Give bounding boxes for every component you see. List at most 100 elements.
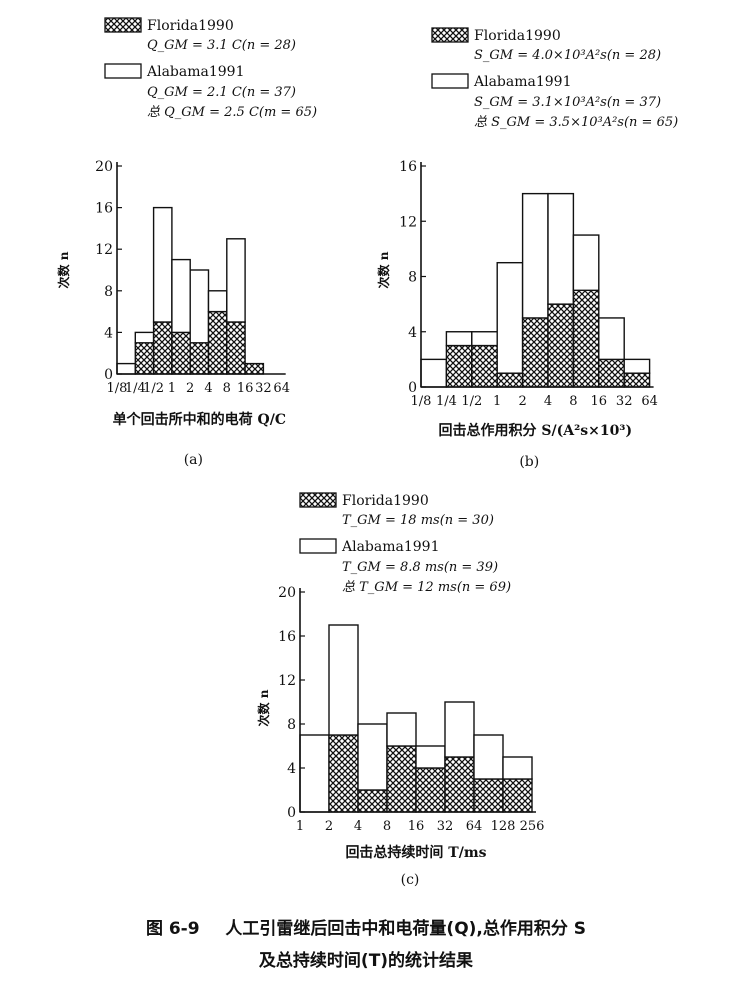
x-tick-label: 8 bbox=[383, 819, 391, 834]
bar-alabama bbox=[572, 234, 600, 292]
bar-alabama bbox=[415, 745, 446, 769]
legend-stat-total: 总 S_GM = 3.5×10³A²s(n = 65) bbox=[474, 115, 678, 130]
x-tick-label: 1/4 bbox=[436, 394, 457, 409]
y-tick-label: 4 bbox=[408, 325, 417, 341]
x-tick-label: 128 bbox=[491, 819, 516, 834]
bar-florida bbox=[415, 767, 446, 813]
legend-swatch-open bbox=[299, 538, 337, 554]
bar-florida bbox=[473, 778, 504, 813]
bar-alabama bbox=[471, 331, 498, 347]
legend-stat-total: 总 Q_GM = 2.5 C(m = 65) bbox=[147, 105, 317, 120]
bar-alabama bbox=[420, 358, 448, 388]
bars bbox=[116, 206, 265, 375]
legend-stat-florida: T_GM = 18 ms(n = 30) bbox=[342, 513, 494, 528]
x-tick-label: 2 bbox=[325, 819, 333, 834]
chart-panel-2: Florida1990 S_GM = 4.0×10³A²s(n = 28) Alab… bbox=[376, 27, 678, 470]
y-tick-label: 0 bbox=[104, 367, 113, 383]
y-tick-label: 16 bbox=[399, 159, 417, 175]
bar-alabama bbox=[502, 756, 533, 780]
chart-panel-3: Florida1990 T_GM = 18 ms(n = 30) Alabama19… bbox=[256, 492, 545, 888]
panel-label: (c) bbox=[401, 872, 420, 888]
bar-alabama bbox=[521, 192, 549, 319]
bar-florida bbox=[444, 756, 475, 813]
legend-label-florida: Florida1990 bbox=[474, 28, 561, 44]
bar-alabama bbox=[328, 624, 359, 736]
x-tick-label: 16 bbox=[237, 381, 254, 396]
bar-florida bbox=[171, 331, 191, 375]
x-tick-label: 1 bbox=[493, 394, 501, 409]
bar-alabama bbox=[598, 317, 625, 361]
x-tick-label: 1/2 bbox=[143, 381, 164, 396]
x-tick-label: 32 bbox=[616, 394, 633, 409]
y-axis-label: 次数 n bbox=[56, 251, 71, 288]
bar-alabama bbox=[547, 192, 575, 305]
figure-caption-line2: 及总持续时间(T)的统计结果 bbox=[258, 951, 474, 971]
legend: Florida1990 T_GM = 18 ms(n = 30) Alabama19… bbox=[299, 492, 511, 595]
x-tick-label: 256 bbox=[520, 819, 545, 834]
bar-florida bbox=[496, 372, 524, 388]
x-tick-label: 1/4 bbox=[125, 381, 146, 396]
bar-florida bbox=[547, 303, 575, 388]
chart-panel-1: Florida1990 Q_GM = 3.1 C(n = 28) Alabama19… bbox=[56, 17, 317, 468]
bar-alabama bbox=[496, 261, 524, 374]
legend-swatch-hatched bbox=[431, 27, 469, 43]
bar-alabama bbox=[226, 238, 246, 323]
bar-florida bbox=[445, 344, 473, 388]
x-tick-label: 16 bbox=[408, 819, 425, 834]
legend-swatch-open bbox=[431, 73, 469, 89]
bar-alabama bbox=[299, 734, 330, 813]
legend-swatch-hatched bbox=[299, 492, 337, 508]
bar-florida bbox=[357, 789, 388, 813]
x-tick-label: 64 bbox=[273, 381, 290, 396]
x-tick-label: 32 bbox=[255, 381, 272, 396]
bar-florida bbox=[134, 342, 155, 375]
figure-number: 图 6-9 bbox=[145, 919, 200, 939]
bar-alabama bbox=[134, 331, 155, 344]
bar-alabama bbox=[189, 269, 210, 344]
bar-florida bbox=[471, 344, 498, 388]
x-tick-label: 32 bbox=[437, 819, 454, 834]
legend-stat-florida: Q_GM = 3.1 C(n = 28) bbox=[147, 38, 296, 53]
bar-alabama bbox=[623, 358, 651, 374]
bar-alabama bbox=[171, 258, 191, 334]
x-tick-label: 1 bbox=[296, 819, 304, 834]
y-axis-label: 次数 n bbox=[376, 251, 391, 288]
bar-florida bbox=[328, 734, 359, 813]
x-tick-label: 64 bbox=[466, 819, 483, 834]
x-tick-label: 64 bbox=[641, 394, 658, 409]
y-tick-label: 0 bbox=[287, 805, 296, 821]
bar-florida bbox=[623, 372, 651, 388]
bar-alabama bbox=[473, 734, 504, 780]
y-tick-label: 12 bbox=[399, 214, 417, 230]
panel-label: (a) bbox=[184, 452, 203, 468]
x-tick-label: 4 bbox=[544, 394, 552, 409]
legend-stat-alabama: Q_GM = 2.1 C(n = 37) bbox=[147, 85, 296, 100]
bar-florida bbox=[189, 342, 210, 375]
legend-stat-alabama: T_GM = 8.8 ms(n = 39) bbox=[342, 560, 498, 575]
legend-swatch-hatched bbox=[104, 17, 142, 33]
legend-label-florida: Florida1990 bbox=[147, 18, 234, 34]
legend-stat-florida: S_GM = 4.0×10³A²s(n = 28) bbox=[474, 48, 661, 63]
y-tick-label: 16 bbox=[95, 201, 113, 217]
legend-stat-alabama: S_GM = 3.1×10³A²s(n = 37) bbox=[474, 95, 661, 110]
caption-text-1: 人工引雷继后回击中和电荷量(Q),总作用积分 S bbox=[225, 919, 587, 939]
bar-alabama bbox=[357, 723, 388, 791]
bar-alabama bbox=[207, 290, 228, 313]
bar-alabama bbox=[444, 701, 475, 758]
y-tick-label: 8 bbox=[408, 270, 417, 286]
x-tick-label: 16 bbox=[591, 394, 608, 409]
x-tick-label: 4 bbox=[204, 381, 212, 396]
y-tick-label: 4 bbox=[104, 325, 113, 341]
bars bbox=[420, 192, 651, 388]
y-tick-label: 0 bbox=[408, 380, 417, 396]
bar-alabama bbox=[116, 362, 136, 375]
y-tick-label: 8 bbox=[104, 284, 113, 300]
bar-florida bbox=[226, 321, 246, 375]
legend-label-alabama: Alabama1991 bbox=[341, 539, 440, 555]
y-tick-label: 20 bbox=[278, 585, 296, 601]
x-tick-label: 1/8 bbox=[107, 381, 128, 396]
x-axis-label: 回击总持续时间 T/ms bbox=[345, 844, 486, 861]
bar-alabama bbox=[445, 331, 473, 347]
bars bbox=[299, 624, 533, 813]
bar-florida bbox=[502, 778, 533, 813]
